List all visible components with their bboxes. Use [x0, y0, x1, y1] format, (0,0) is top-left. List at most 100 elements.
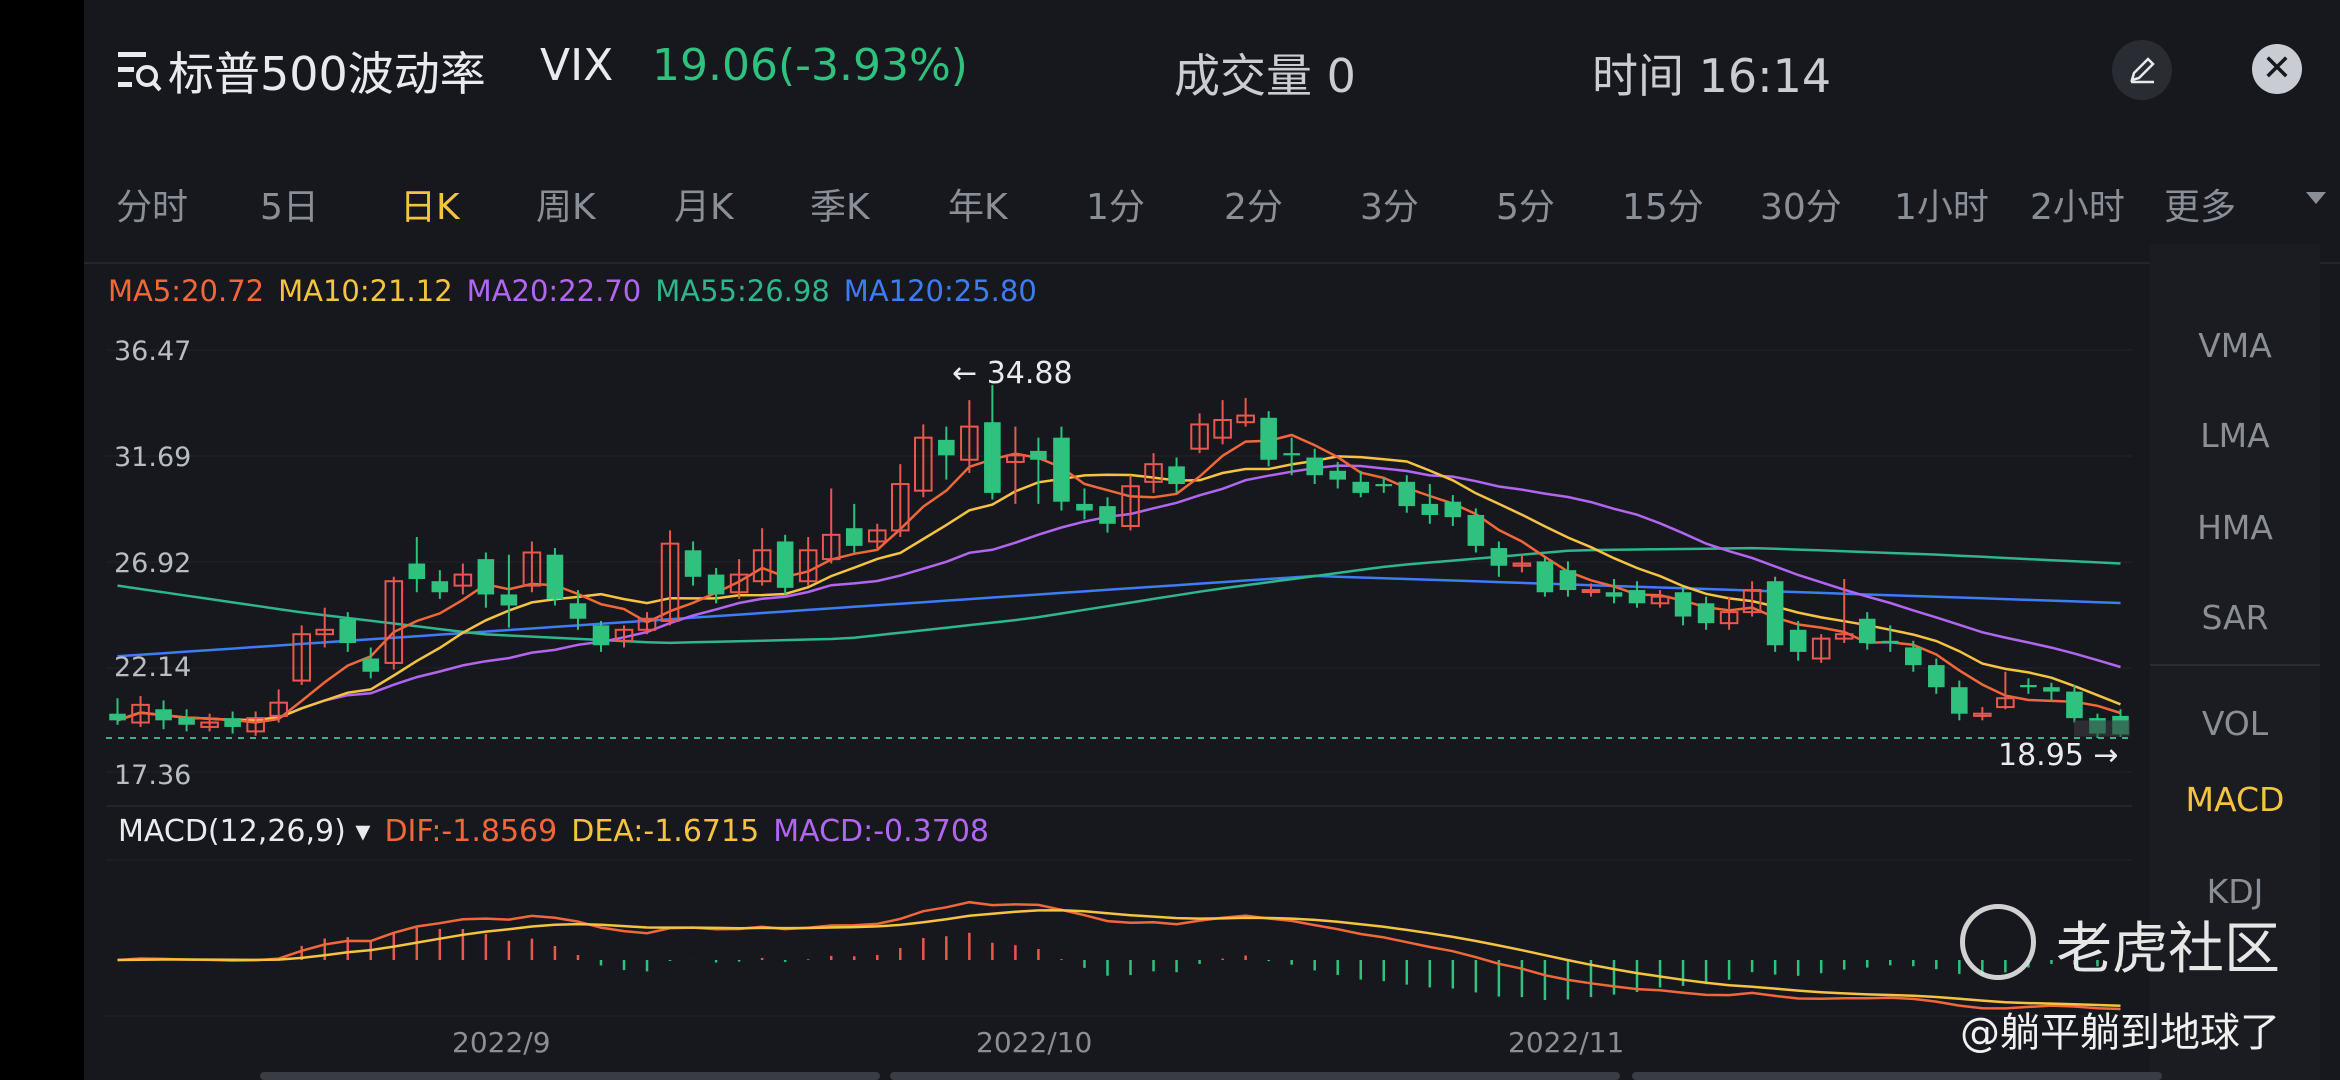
candle-body [1375, 484, 1393, 487]
candle-body [637, 617, 657, 631]
candle-body [131, 703, 150, 724]
tab-11[interactable]: 15分 [1622, 187, 1704, 228]
candle-body [1996, 697, 2015, 709]
macd-legend-item: MACD(12,26,9) ▾ [118, 814, 371, 849]
tab-8[interactable]: 2分 [1224, 187, 1283, 228]
candle-body [1053, 437, 1070, 502]
tab-0[interactable]: 分时 [116, 187, 189, 228]
candle-body [1559, 570, 1577, 591]
period-tabs: 分时 5日 日K 周K 月K 季K 年K 1分 2分 3分 5分 15分 30分 1小时 2小时 更多 [84, 160, 2340, 240]
macd-legend[interactable]: MACD(12,26,9) ▾ DIF:-1.8569 DEA:-1.6715 MAC… [118, 814, 1003, 849]
ma-legend: MA5:20.72 MA10:21.12 MA20:22.70 MA55:26.98 M… [108, 274, 1051, 308]
kline-chart[interactable] [84, 0, 2150, 1080]
ma20-line [117, 464, 2121, 722]
candle-body [1697, 603, 1715, 624]
indicator-kdj[interactable]: KDJ [2206, 872, 2264, 911]
candle-body [1421, 503, 1439, 515]
dif-line [117, 900, 2121, 1011]
y-tick-label: 17.36 [114, 760, 192, 791]
x-tick-label: 2022/10 [976, 1026, 1093, 1059]
candle-body [845, 528, 863, 546]
y-tick-label: 36.47 [114, 336, 192, 367]
app-window: 标普500波动率 VIX 19.06(-3.93%) 成交量 0 时间 16:1… [84, 0, 2340, 1080]
candle-body [1742, 589, 1762, 614]
arrow-left-icon: ← [952, 356, 978, 391]
edit-button[interactable] [2112, 40, 2172, 100]
header-bar: 标普500波动率 VIX 19.06(-3.93%) 成交量 0 时间 16:1… [84, 0, 2340, 140]
scroll-segment[interactable] [890, 1072, 1620, 1080]
candle-body [453, 573, 473, 587]
ma120-line [117, 574, 2121, 658]
indicator-vma[interactable]: VMA [2198, 326, 2272, 365]
candle-body [522, 551, 542, 587]
candle-body [1628, 590, 1646, 604]
macd-legend-item: MACD:-0.3708 [773, 814, 990, 849]
tab-5[interactable]: 季K [810, 187, 870, 228]
tab-12[interactable]: 30分 [1760, 187, 1842, 228]
candle-body [798, 549, 818, 583]
candle-body [1973, 712, 1992, 717]
tab-15[interactable]: 更多 [2164, 187, 2237, 228]
close-icon: ✕ [2261, 48, 2293, 89]
indicator-hma[interactable]: HMA [2197, 508, 2273, 547]
close-button[interactable]: ✕ [2252, 44, 2302, 94]
tab-4[interactable]: 月K [674, 187, 734, 228]
tab-2[interactable]: 日K [400, 187, 460, 228]
scroll-segment[interactable] [260, 1072, 880, 1080]
candle-body [821, 533, 841, 561]
candle-body [1719, 611, 1739, 625]
candle-body [339, 618, 357, 644]
candle-body [1121, 485, 1140, 527]
indicator-macd[interactable]: MACD [2185, 780, 2285, 819]
candle-body [109, 713, 126, 721]
candle-body [938, 439, 955, 456]
instrument-title: 标普500波动率 [168, 47, 486, 101]
candle-body [592, 625, 610, 646]
chevron-down-icon[interactable] [2306, 192, 2326, 204]
y-tick-label: 31.69 [114, 442, 192, 473]
tab-1[interactable]: 5日 [260, 187, 319, 228]
x-tick-label: 2022/11 [1508, 1026, 1625, 1059]
candle-body [1076, 503, 1093, 511]
indicator-separator [2150, 664, 2320, 666]
y-tick-label: 26.92 [114, 548, 192, 579]
candle-body [984, 422, 1001, 493]
candle-body [1951, 687, 1968, 714]
tab-9[interactable]: 3分 [1360, 187, 1419, 228]
pencil-icon [2130, 57, 2155, 84]
dea-line [117, 909, 2121, 1008]
tab-7[interactable]: 1分 [1086, 187, 1145, 228]
candle-body [1099, 506, 1116, 524]
candle-body [752, 549, 772, 583]
tab-3[interactable]: 周K [536, 187, 596, 228]
candle-body [362, 658, 380, 672]
scroll-segment[interactable] [1632, 1072, 2162, 1080]
tab-6[interactable]: 年K [948, 187, 1008, 228]
menu-search-icon[interactable] [116, 48, 162, 94]
indicator-vol[interactable]: VOL [2201, 704, 2269, 743]
indicator-lma[interactable]: LMA [2200, 416, 2270, 455]
candle-body [729, 573, 749, 594]
candle-body [500, 594, 518, 606]
candle-body [1236, 414, 1255, 424]
arrow-right-icon: → [2093, 738, 2119, 773]
price-change: 19.06(-3.93%) [652, 40, 968, 91]
candle-body [200, 721, 219, 728]
candle-body [1650, 595, 1670, 605]
candle-body [431, 581, 449, 593]
candle-body [224, 718, 241, 727]
candle-body [1260, 417, 1277, 460]
candle-body [1904, 647, 1922, 666]
candle-body [660, 542, 680, 622]
candle-body [178, 718, 195, 725]
tab-13[interactable]: 1小时 [1894, 187, 1989, 228]
candle-body [1789, 629, 1807, 652]
candle-body [1283, 453, 1300, 456]
indicator-sar[interactable]: SAR [2201, 598, 2269, 637]
tab-10[interactable]: 5分 [1496, 187, 1555, 228]
candle-body [384, 580, 404, 664]
high-price-label: ← 34.88 [952, 356, 1073, 391]
candle-body [246, 717, 265, 733]
tab-14[interactable]: 2小时 [2030, 187, 2125, 228]
macd-legend-item: DEA:-1.6715 [571, 814, 760, 849]
